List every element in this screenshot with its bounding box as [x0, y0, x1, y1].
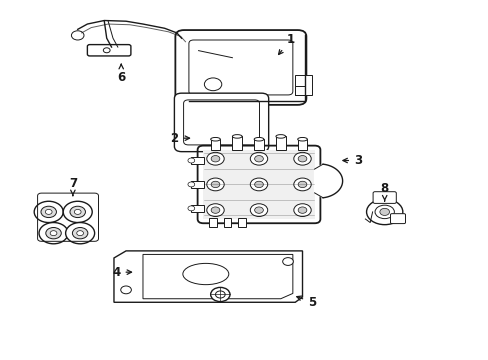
Bar [297, 139, 307, 150]
Circle shape [71, 31, 84, 40]
Circle shape [254, 207, 263, 213]
Circle shape [204, 78, 222, 91]
Circle shape [254, 156, 263, 162]
Circle shape [215, 291, 224, 298]
Circle shape [50, 231, 57, 236]
Circle shape [210, 287, 229, 302]
Bar [254, 139, 264, 150]
Bar [238, 218, 245, 227]
Polygon shape [114, 251, 302, 302]
Circle shape [282, 258, 293, 265]
Circle shape [211, 181, 220, 188]
Circle shape [211, 207, 220, 213]
Circle shape [293, 178, 310, 191]
Bar [295, 86, 305, 95]
Circle shape [298, 181, 306, 188]
Bar [209, 218, 217, 227]
Circle shape [187, 206, 194, 211]
Ellipse shape [374, 205, 393, 219]
Text: 1: 1 [278, 33, 294, 54]
Bar [295, 76, 311, 95]
Circle shape [379, 208, 389, 215]
Circle shape [70, 206, 85, 217]
Circle shape [121, 286, 131, 294]
FancyBboxPatch shape [372, 192, 395, 203]
Bar [203, 150, 314, 219]
Circle shape [250, 204, 267, 216]
Bar [191, 157, 204, 164]
Circle shape [254, 181, 263, 188]
Circle shape [293, 152, 310, 165]
Circle shape [34, 201, 63, 222]
Circle shape [72, 228, 88, 239]
Ellipse shape [297, 138, 307, 141]
Text: 4: 4 [112, 266, 131, 279]
Ellipse shape [275, 135, 285, 138]
Bar [191, 181, 204, 188]
Ellipse shape [254, 138, 264, 141]
Bar [223, 218, 231, 227]
Text: 6: 6 [117, 64, 125, 84]
Circle shape [46, 228, 61, 239]
FancyBboxPatch shape [175, 30, 306, 105]
Circle shape [63, 201, 92, 222]
Circle shape [41, 206, 56, 217]
Circle shape [206, 204, 224, 216]
Circle shape [39, 222, 68, 244]
Bar [203, 98, 251, 109]
Circle shape [45, 210, 52, 215]
Bar [232, 136, 242, 150]
Circle shape [250, 152, 267, 165]
Text: 5: 5 [296, 296, 316, 309]
Ellipse shape [232, 135, 242, 138]
Bar [203, 103, 227, 109]
Text: 2: 2 [170, 132, 189, 145]
Circle shape [187, 158, 194, 163]
Circle shape [250, 178, 267, 191]
Circle shape [77, 231, 83, 236]
FancyBboxPatch shape [174, 93, 268, 152]
Bar [191, 205, 204, 212]
FancyBboxPatch shape [390, 214, 405, 224]
Circle shape [298, 156, 306, 162]
Ellipse shape [366, 199, 402, 225]
Circle shape [293, 204, 310, 216]
Circle shape [206, 152, 224, 165]
Text: 8: 8 [380, 183, 388, 201]
Ellipse shape [210, 138, 220, 141]
FancyBboxPatch shape [183, 100, 259, 145]
Text: 7: 7 [69, 177, 77, 195]
Polygon shape [314, 164, 342, 198]
Circle shape [103, 48, 110, 53]
Bar [275, 136, 285, 150]
Circle shape [65, 222, 95, 244]
Circle shape [211, 156, 220, 162]
Circle shape [74, 210, 81, 215]
Circle shape [298, 207, 306, 213]
Circle shape [187, 182, 194, 187]
Bar [210, 139, 220, 150]
Text: 3: 3 [342, 154, 362, 167]
FancyBboxPatch shape [87, 45, 131, 56]
Circle shape [206, 178, 224, 191]
